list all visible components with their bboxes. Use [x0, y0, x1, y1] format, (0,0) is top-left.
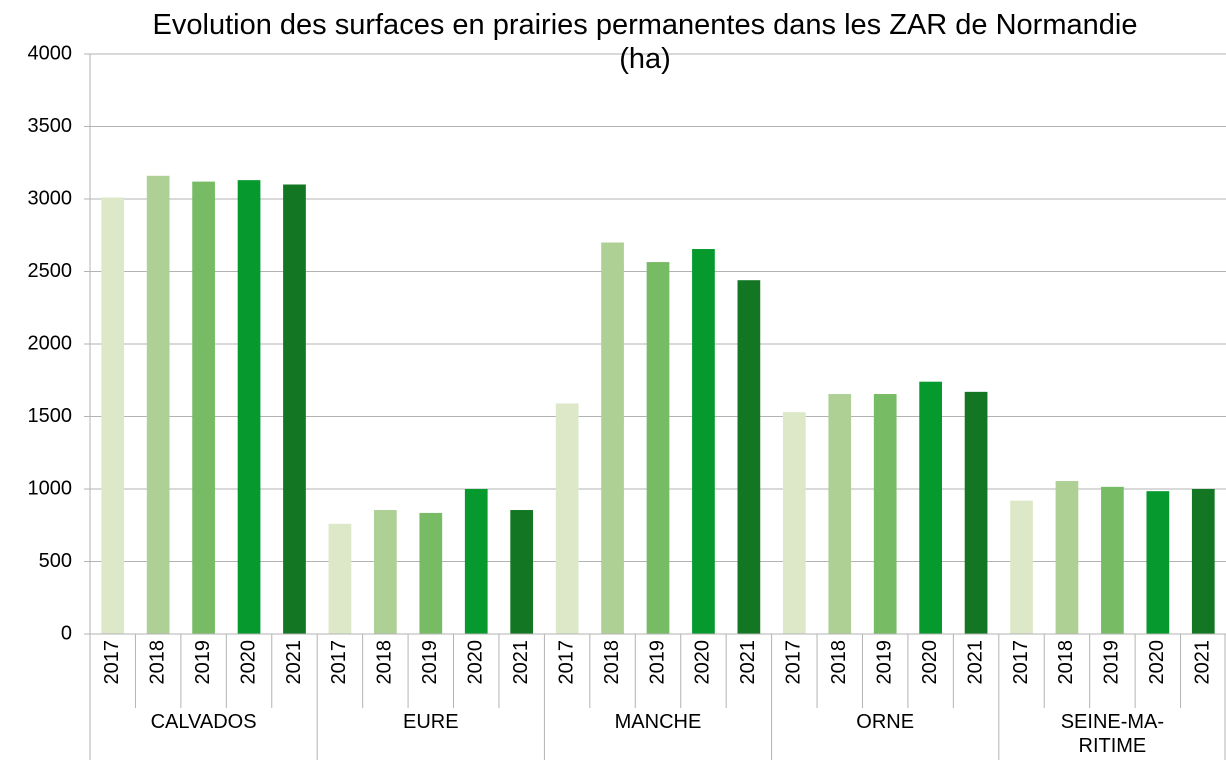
x-tick-label: 2019 — [646, 640, 668, 685]
x-tick-label: 2021 — [510, 640, 532, 685]
y-tick-label: 1000 — [28, 477, 73, 499]
bar — [192, 181, 215, 634]
y-tick-label: 3500 — [28, 115, 73, 137]
bar — [510, 510, 534, 634]
bar — [101, 197, 125, 635]
bar — [237, 180, 261, 634]
bar — [1010, 500, 1033, 634]
bar — [828, 394, 852, 634]
category-label: CALVADOS — [150, 711, 257, 733]
chart-title: Evolution des surfaces en prairies perma… — [152, 9, 1138, 75]
category-label: ORNE — [856, 711, 915, 733]
bar — [555, 403, 579, 634]
y-tick-label: 2000 — [28, 332, 73, 354]
bar — [964, 391, 988, 634]
x-tick-label: 2018 — [146, 640, 168, 685]
bar — [873, 394, 897, 634]
bar — [1101, 486, 1124, 634]
bar — [328, 523, 352, 634]
bar — [419, 512, 443, 634]
bar — [283, 184, 306, 634]
x-tick-label: 2021 — [283, 640, 305, 685]
y-tick-label: 3000 — [28, 187, 73, 209]
x-tick-label: 2019 — [192, 640, 214, 685]
category-label: EURE — [402, 711, 459, 733]
x-tick-label: 2020 — [465, 640, 487, 685]
y-tick-label: 500 — [39, 550, 72, 572]
bar — [782, 412, 806, 634]
x-tick-label: 2019 — [873, 640, 895, 685]
x-tick-label: 2017 — [101, 640, 123, 685]
bar — [464, 489, 488, 634]
bar — [737, 280, 761, 634]
x-tick-label: 2017 — [555, 640, 577, 685]
category-label: MANCHE — [614, 711, 702, 733]
x-tick-label: 2017 — [783, 640, 805, 685]
bar — [1191, 489, 1215, 634]
bar — [646, 262, 670, 634]
y-tick-label: 1500 — [28, 405, 73, 427]
bar — [374, 510, 397, 634]
x-tick-label: 2018 — [374, 640, 396, 685]
bar — [601, 242, 624, 634]
bar — [692, 249, 715, 634]
x-tick-label: 2018 — [828, 640, 850, 685]
category-label: SEINE-MA- RITIME — [1060, 711, 1165, 757]
x-tick-label: 2017 — [328, 640, 350, 685]
x-tick-label: 2021 — [1192, 640, 1214, 685]
y-tick-label: 4000 — [28, 42, 73, 64]
x-tick-label: 2019 — [419, 640, 441, 685]
x-tick-label: 2020 — [1146, 640, 1168, 685]
y-tick-label: 0 — [61, 622, 72, 644]
x-tick-label: 2021 — [737, 640, 759, 685]
y-tick-label: 2500 — [28, 260, 73, 282]
bar — [1146, 491, 1170, 634]
x-tick-label: 2020 — [919, 640, 941, 685]
x-tick-label: 2018 — [1055, 640, 1077, 685]
x-tick-label: 2021 — [964, 640, 986, 685]
x-tick-label: 2020 — [692, 640, 714, 685]
bar — [146, 175, 170, 635]
bar — [919, 381, 942, 634]
x-tick-label: 2019 — [1101, 640, 1123, 685]
x-tick-label: 2018 — [601, 640, 623, 685]
x-tick-label: 2020 — [237, 640, 259, 685]
bar — [1055, 481, 1079, 634]
x-tick-label: 2017 — [1010, 640, 1032, 685]
